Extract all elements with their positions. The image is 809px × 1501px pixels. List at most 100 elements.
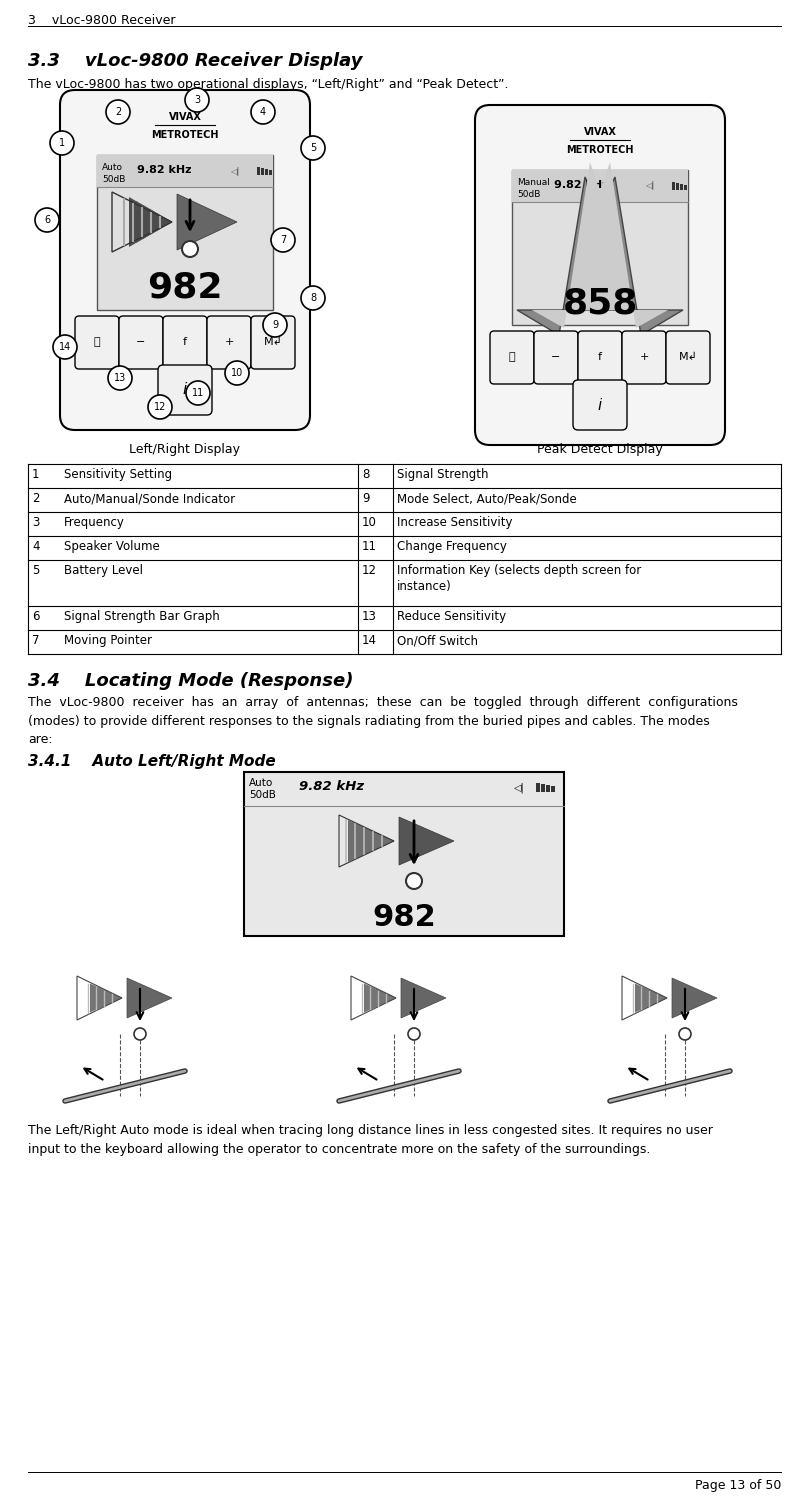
Text: 13: 13 — [362, 609, 377, 623]
FancyBboxPatch shape — [60, 90, 310, 429]
Bar — [672, 182, 675, 191]
Text: 11: 11 — [362, 540, 377, 552]
Text: 3: 3 — [194, 95, 200, 105]
FancyBboxPatch shape — [251, 317, 295, 369]
Text: 50dB: 50dB — [102, 176, 125, 185]
Text: 10: 10 — [362, 516, 377, 528]
Text: Sensitivity Setting: Sensitivity Setting — [64, 468, 172, 480]
Text: 6: 6 — [44, 215, 50, 225]
Text: 7: 7 — [32, 633, 40, 647]
Text: Peak Detect Display: Peak Detect Display — [537, 443, 663, 456]
Circle shape — [679, 1028, 691, 1040]
Polygon shape — [384, 836, 394, 847]
Text: The Left/Right Auto mode is ideal when tracing long distance lines in less conge: The Left/Right Auto mode is ideal when t… — [28, 1124, 713, 1156]
Text: 9.82 kHz: 9.82 kHz — [554, 180, 608, 191]
Circle shape — [406, 874, 422, 889]
Circle shape — [263, 314, 287, 338]
FancyBboxPatch shape — [534, 332, 578, 384]
Polygon shape — [177, 194, 237, 251]
Polygon shape — [532, 162, 668, 329]
Text: 9.82 kHz: 9.82 kHz — [137, 165, 192, 176]
Text: ◁|: ◁| — [231, 167, 239, 176]
Text: 4: 4 — [260, 107, 266, 117]
Circle shape — [251, 101, 275, 125]
Text: ◁|: ◁| — [646, 182, 654, 191]
Polygon shape — [106, 991, 122, 1006]
Circle shape — [408, 1028, 420, 1040]
Text: Frequency: Frequency — [64, 516, 125, 528]
Text: 982: 982 — [147, 272, 222, 305]
FancyBboxPatch shape — [666, 332, 710, 384]
Polygon shape — [372, 988, 396, 1009]
Polygon shape — [90, 983, 122, 1013]
Text: f: f — [598, 353, 602, 362]
Text: Signal Strength: Signal Strength — [397, 468, 489, 480]
Polygon shape — [399, 817, 454, 865]
Text: +: + — [639, 353, 649, 362]
Text: 2: 2 — [115, 107, 121, 117]
Text: VIVAX: VIVAX — [168, 113, 201, 122]
Text: Left/Right Display: Left/Right Display — [129, 443, 240, 456]
Circle shape — [185, 89, 209, 113]
Polygon shape — [136, 201, 172, 243]
Text: 1: 1 — [59, 138, 65, 149]
Circle shape — [53, 335, 77, 359]
Text: Manual: Manual — [517, 179, 550, 188]
Text: 9: 9 — [272, 320, 278, 330]
Text: 12: 12 — [362, 564, 377, 576]
Text: Signal Strength Bar Graph: Signal Strength Bar Graph — [64, 609, 220, 623]
Text: i: i — [598, 398, 602, 413]
Text: METROTECH: METROTECH — [566, 146, 633, 155]
Text: 14: 14 — [59, 342, 71, 353]
Bar — [244, 772, 564, 937]
Text: 7: 7 — [280, 236, 286, 245]
Circle shape — [134, 1028, 146, 1040]
Text: Information Key (selects depth screen for: Information Key (selects depth screen fo… — [397, 564, 642, 576]
Bar — [265, 170, 268, 176]
Polygon shape — [659, 994, 667, 1003]
Bar — [269, 170, 272, 176]
Polygon shape — [366, 829, 394, 854]
Text: ⭘: ⭘ — [94, 338, 100, 347]
Bar — [680, 185, 683, 191]
Text: ⭘: ⭘ — [509, 353, 515, 362]
Polygon shape — [114, 994, 122, 1003]
Bar — [546, 785, 550, 793]
Circle shape — [50, 131, 74, 155]
Bar — [97, 155, 273, 311]
Polygon shape — [143, 206, 172, 239]
Bar — [97, 155, 273, 188]
Text: 5: 5 — [310, 143, 316, 153]
Text: Auto/Manual/Sonde Indicator: Auto/Manual/Sonde Indicator — [64, 492, 235, 504]
Text: instance): instance) — [397, 579, 451, 593]
Text: 9: 9 — [362, 492, 370, 504]
Text: M↲: M↲ — [264, 338, 282, 347]
FancyBboxPatch shape — [75, 317, 119, 369]
Text: 8: 8 — [310, 293, 316, 303]
Bar — [257, 167, 260, 176]
Bar — [541, 784, 545, 793]
Text: Speaker Volume: Speaker Volume — [64, 540, 159, 552]
Text: Auto: Auto — [249, 778, 273, 788]
FancyBboxPatch shape — [578, 332, 622, 384]
Text: −: − — [136, 338, 146, 347]
Circle shape — [301, 137, 325, 161]
Polygon shape — [150, 209, 172, 236]
Text: 1: 1 — [32, 468, 40, 480]
Text: 3.4    Locating Mode (Response): 3.4 Locating Mode (Response) — [28, 672, 354, 690]
Text: 3.3    vLoc-9800 Receiver Display: 3.3 vLoc-9800 Receiver Display — [28, 53, 362, 71]
Text: Auto: Auto — [102, 164, 123, 173]
Circle shape — [301, 287, 325, 311]
Bar — [536, 784, 540, 793]
Text: VIVAX: VIVAX — [583, 128, 616, 137]
Text: Moving Pointer: Moving Pointer — [64, 633, 152, 647]
Polygon shape — [635, 983, 667, 1013]
Polygon shape — [643, 988, 667, 1009]
Polygon shape — [157, 213, 172, 231]
Circle shape — [271, 228, 295, 252]
FancyBboxPatch shape — [475, 105, 725, 444]
FancyBboxPatch shape — [207, 317, 251, 369]
Bar — [676, 183, 679, 191]
Text: 8: 8 — [362, 468, 370, 480]
Circle shape — [106, 101, 130, 125]
